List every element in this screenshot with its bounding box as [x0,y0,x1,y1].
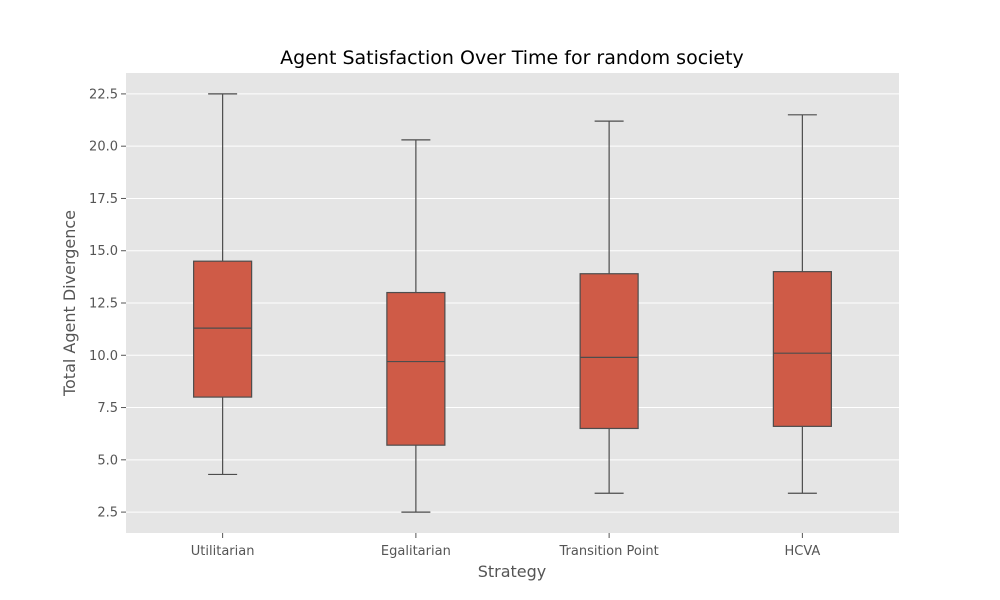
y-tick-label: 22.5 [89,87,118,102]
y-axis-ticks: 2.5 5.0 7.5 10.0 12.5 15.0 17.5 20.0 22.5 [89,87,126,521]
y-tick-label: 15.0 [89,244,118,259]
y-tick-label: 2.5 [97,506,118,521]
x-tick-label: HCVA [784,544,820,559]
x-axis-ticks: Utilitarian Egalitarian Transition Point HC… [191,533,820,559]
chart-title: Agent Satisfaction Over Time for random … [280,47,744,69]
box-egalitarian [386,139,446,513]
y-tick-label: 20.0 [89,140,118,155]
box-transition-point [579,120,639,494]
iqr-box [579,273,639,430]
iqr-box [772,271,832,427]
x-tick-label: Transition Point [558,544,658,559]
x-tick-label: Egalitarian [381,544,451,559]
y-tick-label: 10.0 [89,349,118,364]
iqr-box [193,260,253,398]
gridlines [126,93,899,513]
y-tick-label: 5.0 [97,453,118,468]
box-utilitarian [193,93,253,476]
y-tick-label: 7.5 [97,401,118,416]
y-tick-label: 12.5 [89,297,118,312]
boxes [193,93,832,513]
box-hcva [772,114,832,494]
y-axis-label: Total Agent Divergence [60,210,79,397]
y-tick-label: 17.5 [89,192,118,207]
x-axis-label: Strategy [478,562,547,581]
iqr-box [386,291,446,446]
x-tick-label: Utilitarian [191,544,255,559]
